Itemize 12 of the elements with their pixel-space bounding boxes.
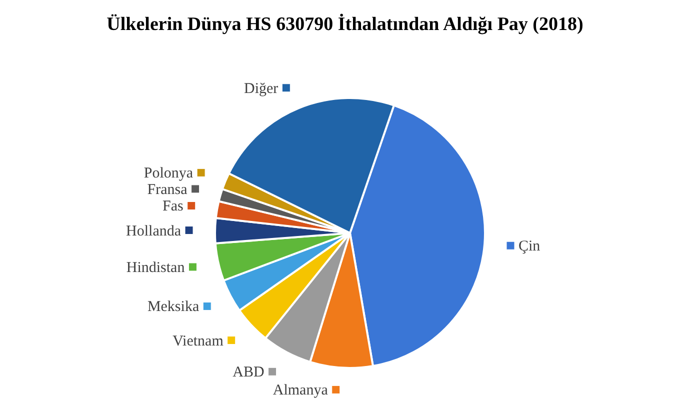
legend-label: ABD bbox=[232, 364, 264, 381]
legend-label: Polonya bbox=[144, 166, 194, 182]
legend-label: Hindistan bbox=[126, 260, 186, 276]
slice-label: Çin bbox=[518, 238, 541, 255]
chart-title: Ülkelerin Dünya HS 630790 İthalatından Aldığı Pay (2018) bbox=[106, 13, 584, 35]
legend-label: Fransa bbox=[147, 182, 188, 198]
legend-label: Fas bbox=[162, 198, 184, 215]
legend-label: Meksika bbox=[147, 299, 200, 316]
legend-label: Hollanda bbox=[126, 223, 182, 240]
legend-label: Vietnam bbox=[172, 333, 224, 350]
legend-label: Almanya bbox=[272, 382, 328, 399]
legend-label: Diğer bbox=[244, 80, 278, 97]
